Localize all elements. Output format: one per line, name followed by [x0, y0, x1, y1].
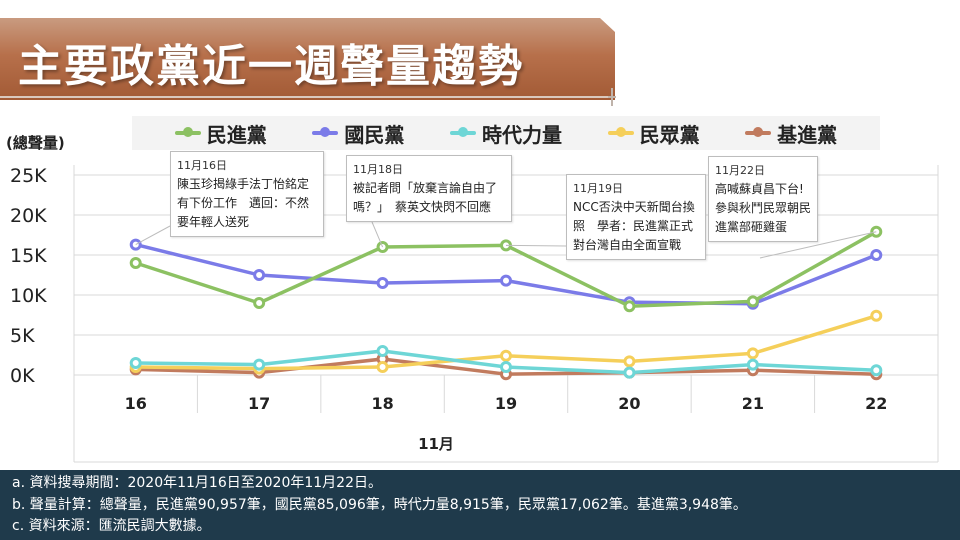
- data-point: [253, 297, 266, 309]
- footer-notes: a. 資料搜尋期間：2020年11月16日至2020年11月22日。 b. 聲量…: [0, 470, 960, 540]
- page-title: 主要政黨近一週聲量趨勢: [18, 41, 524, 92]
- data-point: [376, 277, 389, 289]
- data-point: [129, 257, 142, 269]
- annotation-line: 嗎？」 蔡英文快閃不回應: [353, 200, 492, 214]
- legend-line-icon: [174, 127, 201, 137]
- annotation-pointer: [505, 244, 567, 247]
- chart-legend: 民進黨 國民黨 時代力量 民眾黨 基進黨: [132, 116, 880, 150]
- annotation-date: 11月16日: [177, 159, 227, 172]
- data-point: [500, 349, 512, 362]
- annotation-pointer: [135, 225, 171, 246]
- annotation-nov18: 11月18日 被記者問「放棄言論自由了 嗎？」 蔡英文快閃不回應: [346, 155, 512, 222]
- legend-label: 國民黨: [344, 122, 405, 147]
- annotation-pointer: [371, 221, 384, 248]
- annotation-line: NCC否決中天新聞台換: [573, 200, 695, 214]
- annotation-line: 參與秋鬥民眾朝民: [715, 201, 812, 215]
- annotation-line: 進黨部砸雞蛋: [715, 220, 788, 234]
- legend-label: 時代力量: [481, 122, 562, 147]
- x-tick-label: 22: [865, 394, 887, 413]
- y-tick-label: 20K: [10, 205, 47, 227]
- data-point: [253, 358, 266, 371]
- annotation-line: 被記者問「放棄言論自由了: [353, 181, 498, 195]
- legend-line-icon: [607, 127, 634, 137]
- x-tick-label: 18: [371, 394, 393, 413]
- annotation-nov22: 11月22日 高喊蘇貞昌下台! 參與秋鬥民眾朝民 進黨部砸雞蛋: [708, 156, 818, 242]
- legend-item: 民進黨: [174, 119, 267, 148]
- x-tick-label: 21: [742, 394, 764, 413]
- data-point: [376, 361, 389, 373]
- x-tick-label: 16: [125, 394, 147, 413]
- data-point: [746, 295, 759, 308]
- annotation-line: 要年輕人送死: [177, 215, 250, 229]
- data-point: [746, 347, 759, 360]
- data-point: [623, 366, 636, 379]
- y-tick-label: 15K: [10, 245, 47, 267]
- footer-note-c: c. 資料來源：匯流民調大數據。: [12, 518, 211, 534]
- legend-line-icon: [449, 127, 476, 137]
- footer-note-b: b. 聲量計算：總聲量，民進黨90,957筆，國民黨85,096筆，時代力量8,…: [12, 496, 747, 513]
- y-tick-label: 10K: [10, 285, 47, 307]
- annotation-pointer: [759, 231, 877, 259]
- legend-item: 基進黨: [745, 119, 837, 148]
- legend-label: 民眾黨: [639, 122, 700, 147]
- data-point: [870, 309, 883, 322]
- title-decoration: [608, 88, 616, 106]
- legend-line-icon: [312, 127, 339, 137]
- annotation-date: 11月22日: [715, 164, 765, 177]
- annotation-nov19: 11月19日 NCC否決中天新聞台換 照 學者：民進黨正式 對台灣自由全面宣戰: [566, 174, 706, 260]
- annotation-line: 陳玉珍揭綠手法丁怡銘定: [177, 177, 310, 191]
- legend-item: 時代力量: [449, 119, 562, 148]
- x-axis-label: 11月: [418, 435, 454, 453]
- data-point: [129, 357, 142, 369]
- data-point: [746, 358, 759, 371]
- annotation-line: 有下份工作 邁回：不然: [177, 196, 310, 210]
- annotation-line: 高喊蘇貞昌下台!: [715, 182, 804, 196]
- data-point: [623, 300, 636, 313]
- x-tick-label: 17: [248, 394, 270, 413]
- legend-label: 民進黨: [206, 122, 267, 147]
- data-point: [623, 355, 636, 368]
- data-point: [870, 364, 883, 377]
- y-tick-label: 25K: [10, 165, 47, 187]
- title-banner: 主要政黨近一週聲量趨勢: [0, 18, 615, 100]
- x-tick-label: 20: [618, 394, 640, 413]
- annotation-date: 11月18日: [353, 163, 403, 176]
- data-point: [870, 249, 883, 261]
- data-point: [253, 269, 266, 281]
- y-axis-unit: (總聲量): [6, 134, 65, 152]
- data-point: [500, 361, 512, 373]
- annotation-line: 照 學者：民進黨正式: [573, 219, 694, 233]
- footer-note-a: a. 資料搜尋期間：2020年11月16日至2020年11月22日。: [12, 475, 382, 491]
- y-tick-label: 5K: [10, 325, 35, 347]
- legend-line-icon: [745, 127, 772, 137]
- y-tick-label: 0K: [10, 365, 35, 387]
- legend-item: 國民黨: [312, 119, 404, 148]
- legend-label: 基進黨: [777, 122, 838, 147]
- data-point: [376, 345, 389, 357]
- data-point: [500, 274, 512, 287]
- line-chart: 0K 5K 10K 15K 20K 25K 16 17 18 19 20 21 22 11月: [10, 165, 939, 463]
- annotation-nov16: 11月16日 陳玉珍揭綠手法丁怡銘定 有下份工作 邁回：不然 要年輕人送死: [170, 151, 324, 237]
- title-underline: [0, 96, 612, 98]
- annotation-line: 對台灣自由全面宣戰: [573, 238, 682, 252]
- annotation-date: 11月19日: [573, 182, 623, 195]
- legend-item: 民眾黨: [607, 119, 700, 148]
- x-tick-label: 19: [495, 394, 517, 413]
